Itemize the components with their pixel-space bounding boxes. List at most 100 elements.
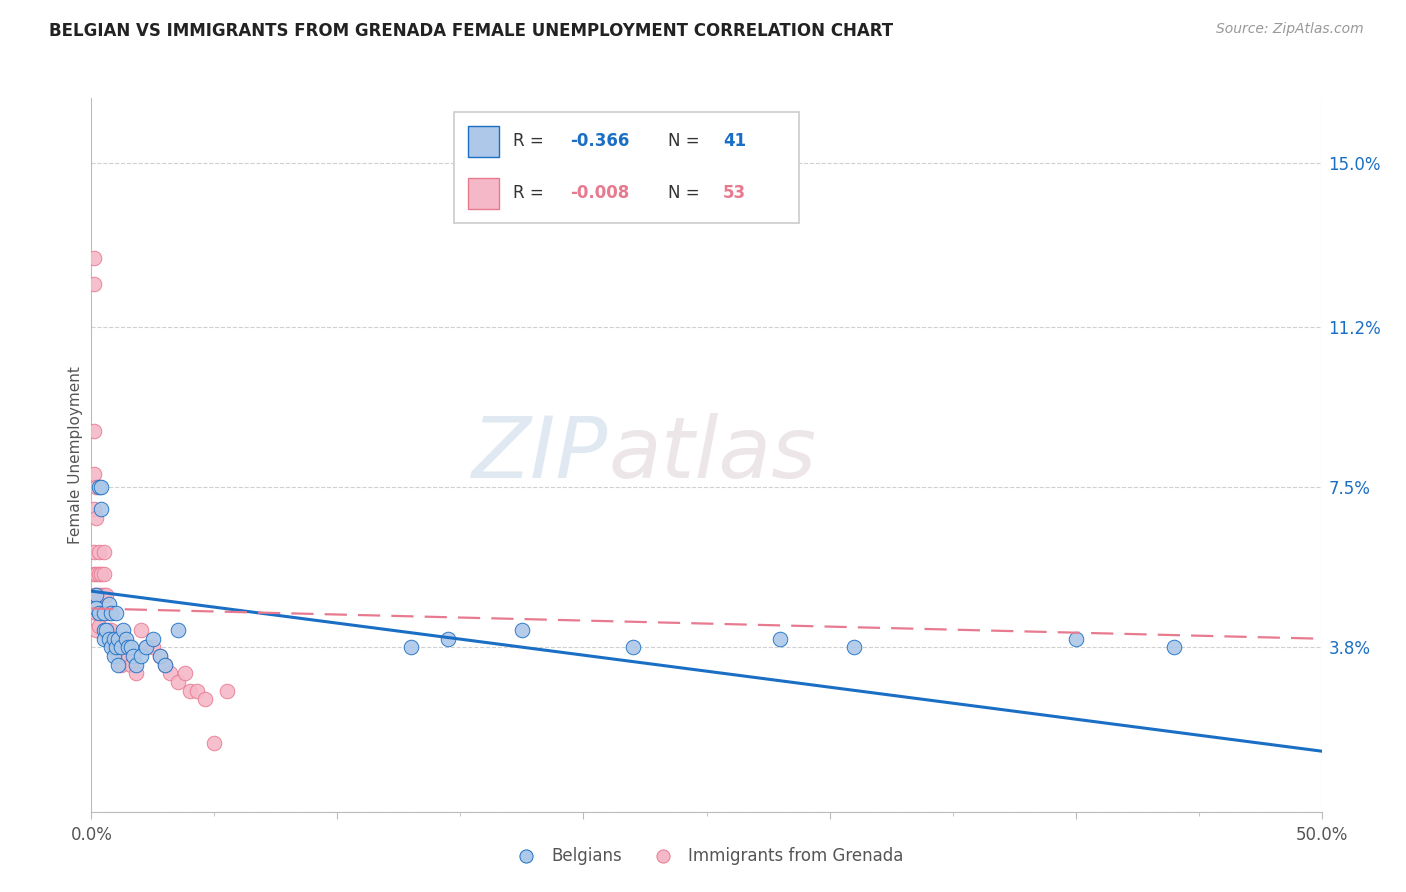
Point [103, 648, 125, 663]
Point [110, 657, 132, 672]
Point [96, 606, 117, 620]
Point [86, 510, 108, 524]
Point [120, 640, 142, 655]
Point [83, 589, 105, 603]
Text: BELGIAN VS IMMIGRANTS FROM GRENADA FEMALE UNEMPLOYMENT CORRELATION CHART: BELGIAN VS IMMIGRANTS FROM GRENADA FEMAL… [49, 22, 893, 40]
Point [621, 640, 644, 655]
Point [179, 683, 201, 698]
Point [107, 632, 129, 646]
Point [112, 623, 135, 637]
Point [86, 601, 108, 615]
Point [93, 623, 115, 637]
Point [93, 606, 115, 620]
Point [399, 640, 422, 655]
Point [83, 424, 105, 438]
Legend: Belgians, Immigrants from Grenada: Belgians, Immigrants from Grenada [502, 840, 911, 871]
Point [96, 589, 117, 603]
Point [87, 606, 110, 620]
Point [135, 640, 156, 655]
Point [87, 606, 110, 620]
Point [97, 623, 120, 637]
Point [129, 623, 152, 637]
Point [149, 648, 172, 663]
Point [166, 623, 188, 637]
Point [149, 648, 172, 663]
Point [142, 632, 165, 646]
Point [90, 589, 112, 603]
Point [87, 480, 110, 494]
Point [100, 606, 122, 620]
Point [105, 606, 127, 620]
Point [114, 640, 138, 655]
Point [83, 251, 105, 265]
Point [107, 657, 129, 672]
Point [86, 566, 108, 581]
Text: Source: ZipAtlas.com: Source: ZipAtlas.com [1216, 22, 1364, 37]
Y-axis label: Female Unemployment: Female Unemployment [67, 366, 83, 544]
Point [186, 683, 208, 698]
Point [142, 640, 165, 655]
Point [135, 640, 156, 655]
Point [100, 640, 122, 655]
Text: atlas: atlas [607, 413, 815, 497]
Point [87, 545, 110, 559]
Point [117, 648, 139, 663]
Point [193, 692, 217, 706]
Point [124, 666, 146, 681]
Point [1064, 632, 1087, 646]
Point [87, 619, 110, 633]
Point [93, 545, 115, 559]
Point [93, 589, 115, 603]
Point [100, 623, 122, 637]
Point [122, 648, 145, 663]
Point [159, 666, 181, 681]
Point [86, 589, 108, 603]
Point [769, 632, 792, 646]
Point [129, 648, 152, 663]
Text: ZIP: ZIP [472, 413, 607, 497]
Point [87, 566, 110, 581]
Point [90, 480, 112, 494]
Point [86, 623, 108, 637]
Point [117, 640, 139, 655]
Point [153, 657, 177, 672]
Point [93, 632, 115, 646]
Point [124, 657, 146, 672]
Point [437, 632, 460, 646]
Point [842, 640, 865, 655]
Point [105, 640, 127, 655]
Point [110, 640, 132, 655]
Point [97, 597, 120, 611]
Point [112, 632, 135, 646]
Point [120, 657, 142, 672]
Point [166, 675, 188, 690]
Point [83, 467, 105, 482]
Point [86, 480, 108, 494]
Point [103, 632, 125, 646]
Point [114, 632, 138, 646]
Point [83, 502, 105, 516]
Point [105, 640, 127, 655]
Point [90, 502, 112, 516]
Point [107, 648, 129, 663]
Point [86, 589, 108, 603]
Point [103, 640, 125, 655]
Point [153, 657, 177, 672]
Point [93, 606, 115, 620]
Point [215, 683, 238, 698]
Point [83, 545, 105, 559]
Point [1163, 640, 1185, 655]
Point [87, 589, 110, 603]
Point [90, 606, 112, 620]
Point [97, 632, 120, 646]
Point [93, 566, 115, 581]
Point [174, 666, 197, 681]
Point [83, 277, 105, 291]
Point [97, 606, 120, 620]
Point [86, 606, 108, 620]
Point [202, 735, 225, 749]
Point [510, 623, 533, 637]
Point [96, 623, 117, 637]
Point [83, 566, 105, 581]
Point [90, 566, 112, 581]
